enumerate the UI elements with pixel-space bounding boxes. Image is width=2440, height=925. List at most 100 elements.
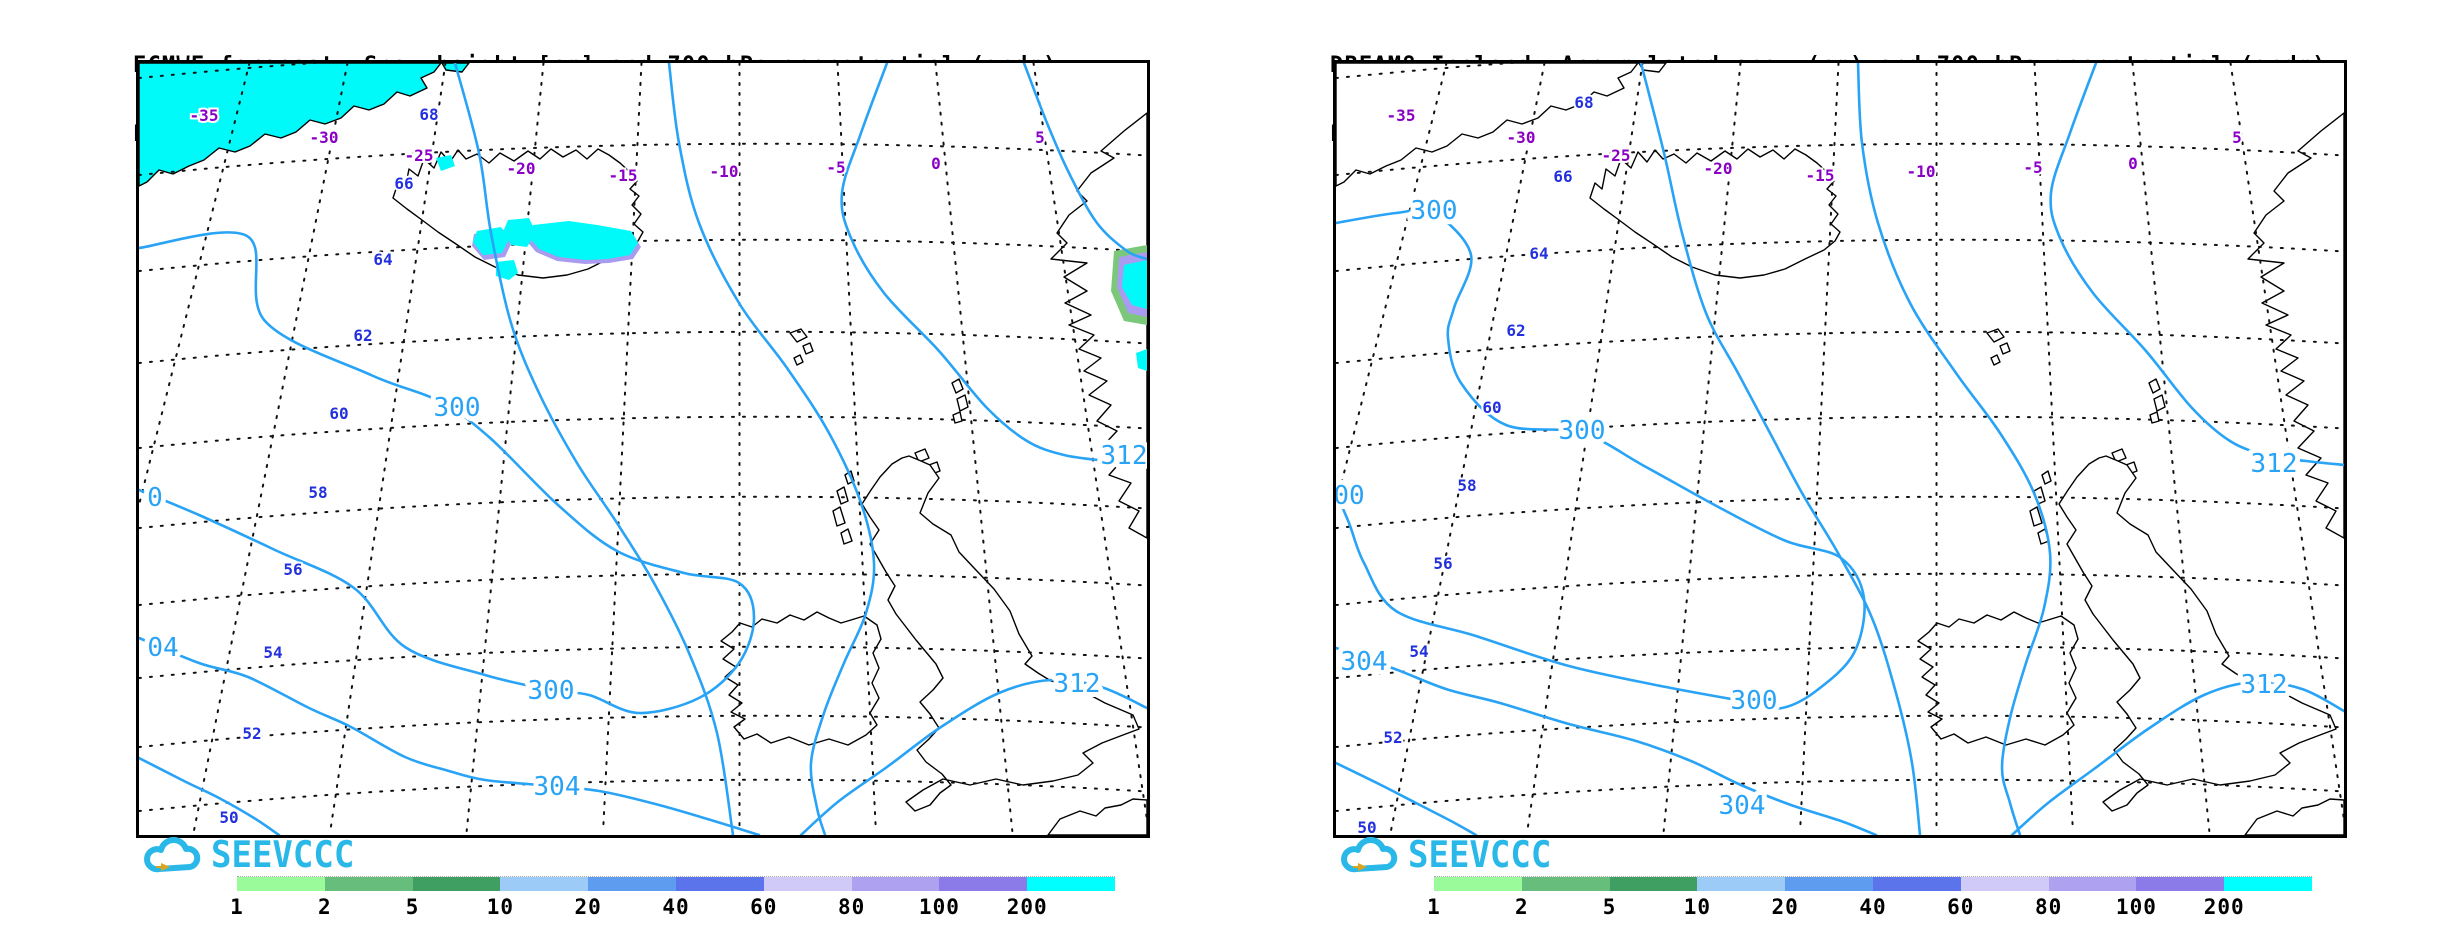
- longitude-label: -35: [190, 106, 219, 125]
- geopotential-contour: [667, 63, 876, 835]
- latitude-label: 50: [1357, 818, 1376, 835]
- latitude-label: 58: [1457, 476, 1476, 495]
- coastline: [139, 63, 442, 187]
- colorbar-tick-label: 1: [230, 895, 244, 919]
- colorbar-segment: [763, 877, 852, 891]
- coastline: [2148, 378, 2166, 424]
- contour-label: 304: [1341, 647, 1388, 677]
- latitude-label: 68: [419, 105, 438, 124]
- graticule-parallel: [1336, 330, 2344, 364]
- contour-label: 304: [1719, 791, 1766, 821]
- coastline: [861, 455, 1140, 812]
- colorbar-tick-label: 2: [1514, 895, 1529, 919]
- latitude-label: 52: [242, 724, 261, 743]
- coastline: [2244, 798, 2344, 835]
- colorbar-segment: [1697, 877, 1786, 891]
- colorbar-tick-label: 100: [918, 895, 960, 919]
- geopotential-contour: [1639, 63, 1922, 835]
- longitude-label: 5: [1035, 128, 1045, 147]
- graticule-meridian: [1389, 63, 1546, 832]
- graticule-parallel: [139, 714, 1147, 748]
- geopotential-contour: [1856, 63, 2052, 835]
- graticule-parallel: [1336, 778, 2344, 812]
- longitude-label: -20: [507, 159, 536, 178]
- panel-dream8: DREAM8-Iceland: Accumulated snow (cm) an…: [1330, 8, 2435, 923]
- contour-label: 300: [1411, 196, 1458, 226]
- latitude-label: 56: [1433, 554, 1452, 573]
- latitude-label: 66: [1553, 167, 1572, 186]
- graticule-parallel: [139, 572, 1147, 606]
- longitude-label: -5: [2023, 158, 2042, 177]
- contour-label: 312: [1054, 669, 1101, 699]
- colorbar-tick-label: 100: [2115, 895, 2157, 919]
- contour-label: 0: [147, 483, 163, 513]
- colorbar-segment: [500, 877, 589, 891]
- map-frame-ecmwf: 300 300 0 304 04 312 312 68 66 64 62 60 58 56 54 52 50 -3…: [136, 60, 1150, 838]
- coastline: [1917, 611, 2079, 746]
- graticule-meridian: [2229, 63, 2344, 827]
- graticule-parallel: [139, 330, 1147, 364]
- graticule-parallel: [1336, 714, 2344, 748]
- coastline: [832, 470, 855, 545]
- geopotential-contour: [799, 678, 1147, 835]
- latitude-label: 50: [219, 808, 238, 827]
- coastline: [789, 328, 814, 366]
- longitude-label: 0: [2128, 154, 2138, 173]
- latitude-label: 60: [329, 404, 348, 423]
- latitude-label: 54: [263, 643, 282, 662]
- latitude-label: 54: [1409, 642, 1428, 661]
- colorbar-segment: [675, 877, 764, 891]
- geopotential-contour: [1336, 646, 1878, 835]
- latitude-label: 64: [1529, 244, 1548, 263]
- coastline: [720, 611, 882, 746]
- coastline: [1050, 112, 1147, 539]
- colorbar-segment: [412, 877, 501, 891]
- colorbar-tick-label: 60: [750, 895, 778, 919]
- colorbar-ticks: 1 2 5 10 20 40 60 80 100 200: [230, 895, 1115, 921]
- graticule-parallel: [139, 142, 1147, 176]
- colorbar-segment: [851, 877, 940, 891]
- contour-label: 00: [1336, 481, 1365, 511]
- colorbar-tick-label: 200: [2203, 895, 2245, 919]
- coastline: [951, 378, 969, 424]
- graticule-parallel: [139, 238, 1147, 272]
- snow-patch: [1122, 260, 1147, 309]
- graticule-parallel: [139, 495, 1147, 529]
- graticule-meridian: [329, 63, 447, 832]
- longitude-label: -30: [310, 128, 339, 147]
- graticule-parallel: [139, 778, 1147, 812]
- snow-colorbar: 1 2 5 10 20 40 60 80 100 200: [1427, 876, 2314, 921]
- latitude-label: 64: [373, 250, 392, 269]
- coastline: [1589, 148, 1841, 279]
- colorbar-segment: [1609, 877, 1698, 891]
- graticule-parallel: [1336, 495, 2344, 529]
- colorbar-tick-label: 80: [2034, 895, 2063, 919]
- snow-patch: [529, 221, 638, 260]
- graticule-parallel: [1336, 142, 2344, 176]
- seevccc-logo: SEEVCCC: [141, 832, 354, 878]
- coastline: [1336, 63, 1639, 187]
- longitude-label: 5: [2232, 128, 2242, 147]
- colorbar-tick-label: 20: [1771, 895, 1799, 919]
- snow-colorbar: 1 2 5 10 20 40 60 80 100 200: [230, 876, 1117, 921]
- colorbar-segment: [324, 877, 413, 891]
- graticule-meridian: [192, 63, 349, 832]
- colorbar-tick-label: 80: [837, 895, 866, 919]
- graticule-parallel: [1336, 238, 2344, 272]
- geopotential-contour: [1022, 63, 1147, 261]
- map-frame-dream8: 300 300 300 00 304 304 312 312 68 66 64 62 60 58 56 54 5…: [1333, 60, 2347, 838]
- geopotential-contour: [139, 756, 281, 835]
- colorbar-tick-label: 60: [1947, 895, 1975, 919]
- colorbar-gradient: [1434, 876, 2312, 891]
- graticule-parallel: [139, 415, 1147, 449]
- cloud-logo-icon: [1341, 837, 1398, 873]
- graticule-meridian: [1336, 63, 1448, 510]
- colorbar-segment: [588, 877, 676, 891]
- contour-label: 300: [528, 676, 575, 706]
- colorbar-tick-label: 5: [405, 895, 420, 919]
- colorbar-segment: [237, 877, 325, 891]
- longitude-label: -15: [1806, 166, 1835, 185]
- longitude-label: -10: [710, 162, 739, 181]
- graticule-parallel: [1336, 645, 2344, 679]
- coastline: [2058, 455, 2337, 812]
